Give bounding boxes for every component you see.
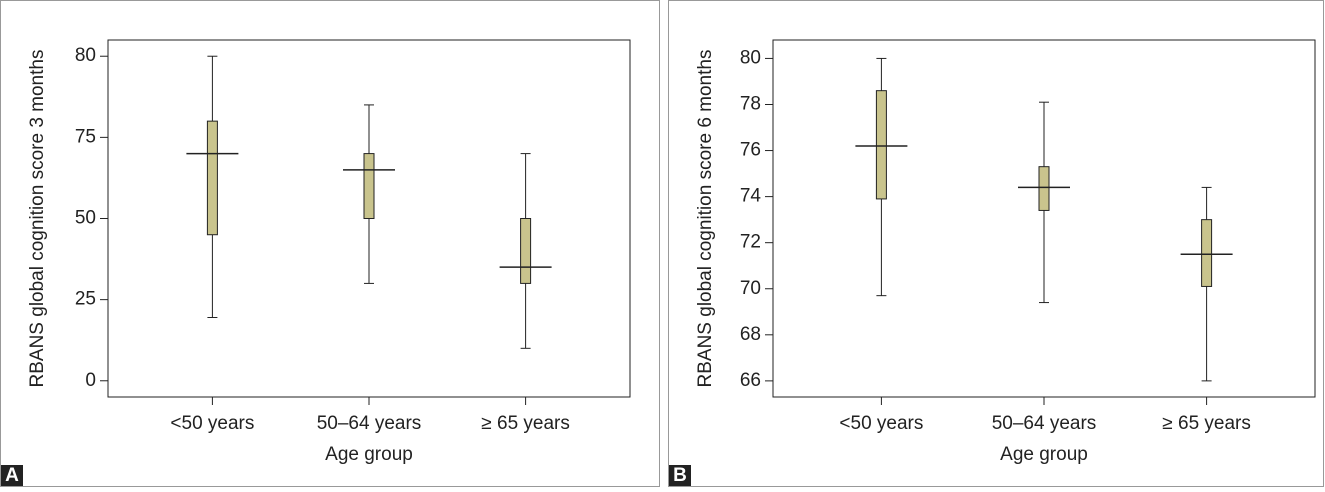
box — [520, 218, 532, 284]
y-axis-label: RBANS global cognition score 3 months — [27, 50, 48, 388]
panel-tag: A — [5, 465, 19, 486]
panel: 66 68 70 72 74 76 78 80 RBANS global cognition s… — [668, 0, 1324, 487]
x-tick-label: <50 years — [170, 413, 254, 434]
panel: 0 25 50 75 80 RBANS global cognition score 3 … — [0, 0, 660, 487]
x-axis-label: Age group — [1000, 444, 1088, 465]
box — [363, 153, 375, 219]
y-tick-label: 75 — [75, 126, 96, 147]
panel-tag-box — [669, 465, 691, 486]
y-tick-label: 80 — [75, 45, 96, 66]
y-tick-label: 74 — [740, 186, 762, 207]
panel-tag-box — [1, 465, 23, 486]
y-tick-label: 50 — [75, 208, 96, 229]
x-tick-label: 50–64 years — [992, 413, 1097, 434]
y-tick-label: 72 — [740, 232, 761, 253]
y-tick-label: 66 — [740, 370, 761, 391]
y-tick-label: 68 — [740, 324, 761, 345]
y-tick-label: 80 — [740, 47, 761, 68]
box — [1038, 166, 1050, 211]
x-tick-label: <50 years — [839, 413, 923, 434]
x-axis-label: Age group — [325, 444, 413, 465]
x-tick-label: ≥ 65 years — [481, 413, 570, 434]
y-tick-label: 78 — [740, 94, 761, 115]
x-tick-label: 50–64 years — [317, 413, 422, 434]
y-axis-label: RBANS global cognition score 6 months — [695, 50, 716, 388]
y-tick-label: 70 — [740, 278, 761, 299]
y-tick-label: 76 — [740, 140, 761, 161]
panel-tag: B — [673, 465, 687, 486]
box — [1201, 219, 1213, 287]
x-tick-label: ≥ 65 years — [1162, 413, 1251, 434]
box — [875, 90, 887, 200]
y-tick-label: 0 — [85, 370, 96, 391]
box — [206, 120, 218, 236]
y-tick-label: 25 — [75, 289, 96, 310]
